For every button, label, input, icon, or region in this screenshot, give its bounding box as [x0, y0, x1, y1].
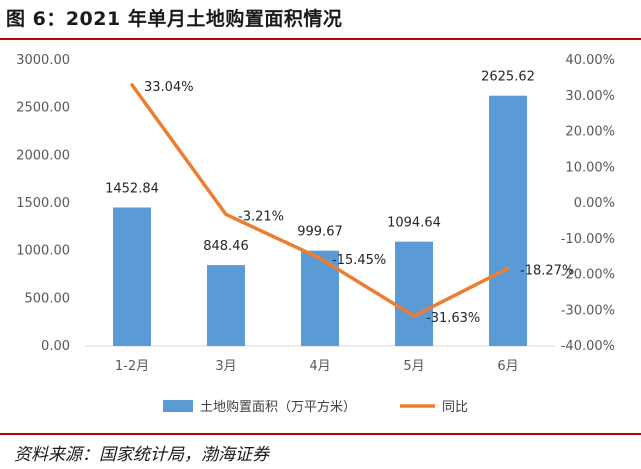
y-right-tick-label: -10.00% [561, 232, 615, 247]
line-value-label: -31.63% [426, 311, 480, 326]
y-left-tick-label: 2000.00 [16, 148, 70, 163]
figure-title: 图 6：2021 年单月土地购置面积情况 [6, 8, 343, 30]
x-tick-label: 6月 [497, 359, 518, 374]
combo-chart: 0.00 500.00 1000.00 1500.00 2000.00 2500.00 30… [16, 53, 615, 415]
bar [489, 95, 527, 347]
bar-value-label: 1094.64 [387, 216, 441, 231]
line-value-label: -18.27% [520, 263, 574, 278]
line-series [130, 83, 510, 318]
bar [113, 207, 151, 346]
chart-legend: 土地购置面积（万平方米） 同比 [163, 399, 468, 415]
y-left-tick-label: 1000.00 [16, 244, 70, 259]
legend-bar-label: 土地购置面积（万平方米） [200, 399, 356, 415]
legend-bar-swatch [163, 400, 193, 412]
bar [395, 241, 433, 346]
y-right-tick-label: -30.00% [561, 303, 615, 318]
y-right-tick-label: -40.00% [561, 339, 615, 354]
y-right-tick-label: 20.00% [565, 125, 615, 140]
source-rule [0, 433, 641, 435]
x-tick-label: 5月 [403, 359, 424, 374]
bar-value-label: 999.67 [297, 225, 343, 240]
title-rule [0, 38, 641, 40]
y-right-tick-label: 10.00% [565, 160, 615, 175]
y-left-tick-label: 500.00 [25, 291, 71, 306]
bar-series [113, 95, 527, 347]
x-tick-label: 3月 [215, 359, 236, 374]
x-tick-label: 1-2月 [115, 359, 149, 374]
bar-value-label: 2625.62 [481, 70, 535, 85]
chart-axes: 0.00 500.00 1000.00 1500.00 2000.00 2500.00 30… [16, 53, 615, 374]
y-left-tick-label: 1500.00 [16, 196, 70, 211]
y-right-tick-label: -20.00% [561, 268, 615, 283]
legend-line-label: 同比 [442, 400, 468, 415]
line-value-label: -15.45% [332, 253, 386, 268]
y-left-tick-label: 2500.00 [16, 101, 70, 116]
y-right-tick-label: 40.00% [565, 53, 615, 68]
y-right-tick-label: 0.00% [574, 196, 615, 211]
data-labels: 1452.84 848.46 999.67 1094.64 2625.62 33.04% -… [105, 70, 574, 326]
line-value-label: -3.21% [238, 209, 284, 224]
line-value-label: 33.04% [144, 80, 194, 95]
bar-value-label: 848.46 [203, 239, 249, 254]
y-right-tick-label: 30.00% [565, 89, 615, 104]
y-left-tick-label: 3000.00 [16, 53, 70, 68]
y-left-tick-label: 0.00 [41, 339, 70, 354]
source-note: 资料来源：国家统计局，渤海证券 [14, 445, 269, 465]
x-tick-label: 4月 [309, 359, 330, 374]
bar-value-label: 1452.84 [105, 181, 159, 196]
bar [207, 265, 245, 346]
